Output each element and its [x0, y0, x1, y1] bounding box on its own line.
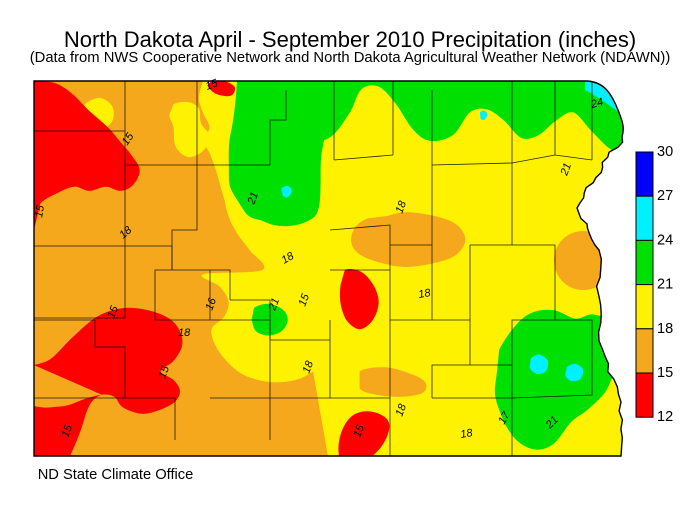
svg-text:24: 24: [657, 232, 673, 248]
svg-text:18: 18: [657, 321, 673, 337]
svg-text:12: 12: [657, 409, 673, 425]
svg-text:27: 27: [657, 188, 673, 204]
svg-text:15: 15: [657, 365, 673, 381]
svg-text:18: 18: [178, 327, 191, 339]
svg-text:21: 21: [657, 277, 673, 293]
svg-text:30: 30: [657, 144, 673, 160]
